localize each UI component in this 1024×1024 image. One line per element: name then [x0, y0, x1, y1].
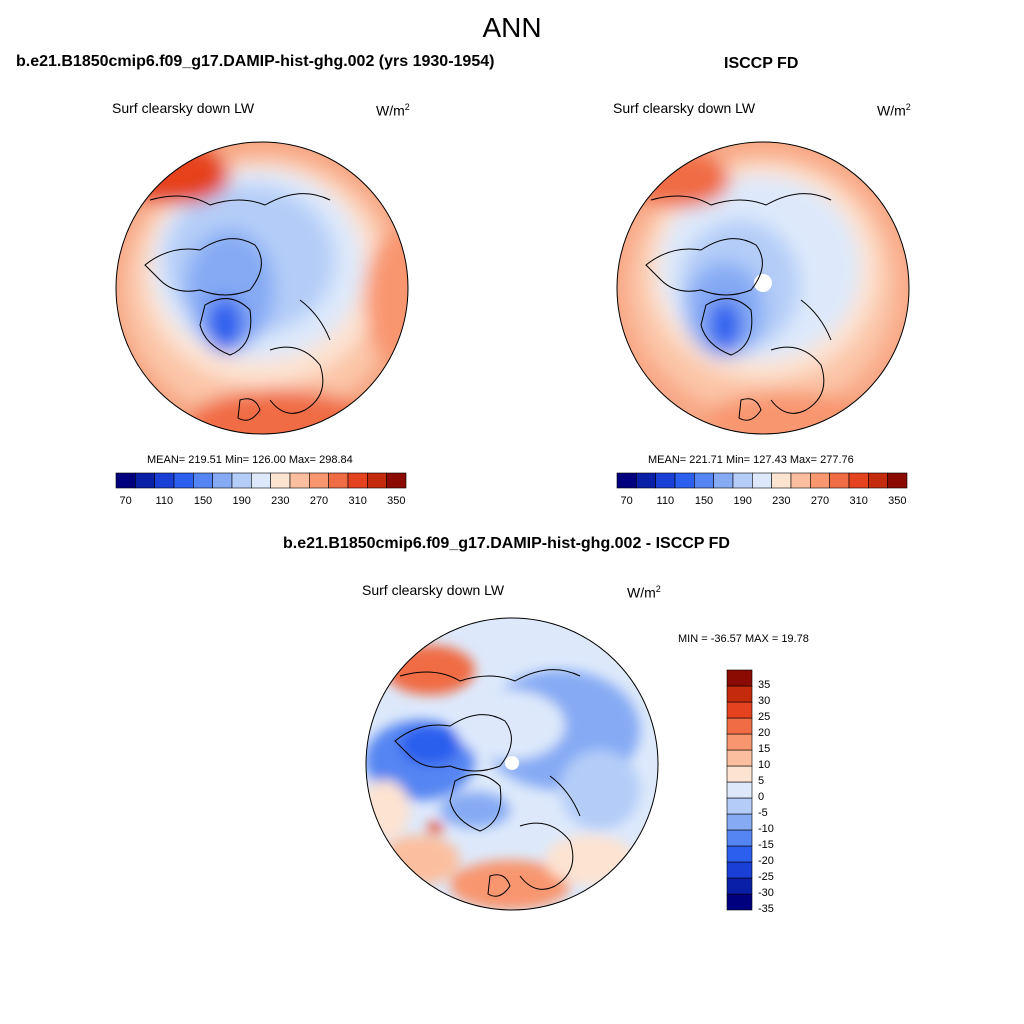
diff-colorbar-swatch [726, 685, 753, 703]
diff-colorbar-swatch [726, 877, 753, 895]
model-stats: MEAN= 219.51 Min= 126.00 Max= 298.84 [147, 454, 353, 466]
diff-colorbar-tick-label: 15 [758, 743, 771, 755]
diff-colorbar-swatch [726, 829, 753, 847]
figure-title: ANN [482, 12, 542, 43]
obs-colorbar-tick-label: 70 [620, 495, 633, 507]
model-colorbar-tick-label: 150 [193, 495, 213, 507]
model-colorbar-tick-label: 190 [232, 495, 251, 507]
model-colorbar-tick-label: 70 [119, 495, 132, 507]
diff-colorbar-swatch [726, 733, 753, 751]
diff-colorbar-swatch [726, 813, 753, 831]
diff-colorbar [726, 669, 753, 911]
obs-variable-label: Surf clearsky down LW [613, 100, 756, 116]
model-colorbar-tick-label: 310 [348, 495, 367, 507]
diff-colorbar-swatch [726, 797, 753, 815]
diff-colorbar-tick-label: 10 [758, 759, 771, 771]
obs-panel-title: ISCCP FD [724, 55, 799, 72]
obs-colorbar-tick-label: 150 [694, 495, 714, 507]
diff-colorbar-swatch [726, 749, 753, 767]
model-colorbar-swatch [386, 472, 407, 489]
diff-stats: MIN = -36.57 MAX = 19.78 [678, 633, 809, 645]
model-colorbar-ticks: 70 110 150 190 230 270 310 350 [116, 495, 406, 509]
diff-colorbar-ticks: 35 30 25 20 15 10 5 0 -5 -10 -15 -20 -25 -30 -35 [758, 670, 798, 915]
diff-colorbar-tick-label: 25 [758, 711, 771, 723]
diff-colorbar-tick-label: -20 [758, 855, 774, 867]
model-colorbar [115, 472, 407, 489]
model-panel-title: b.e21.B1850cmip6.f09_g17.DAMIP-hist-ghg.… [16, 53, 495, 70]
obs-colorbar-tick-label: 310 [849, 495, 868, 507]
diff-colorbar-swatch [726, 765, 753, 783]
diff-colorbar-swatch [726, 781, 753, 799]
diff-colorbar-swatch [726, 893, 753, 911]
diff-colorbar-tick-label: 30 [758, 695, 771, 707]
diff-units: W/m2 [627, 584, 661, 601]
diff-colorbar-tick-label: -15 [758, 839, 774, 851]
diff-colorbar-tick-label: 35 [758, 679, 771, 691]
diff-colorbar-tick-label: -30 [758, 887, 774, 899]
model-colorbar-tick-label: 350 [387, 495, 406, 507]
model-colorbar-tick-label: 110 [155, 495, 174, 507]
obs-units: W/m2 [877, 102, 911, 119]
obs-colorbar [616, 472, 908, 489]
model-colorbar-tick-label: 230 [271, 495, 290, 507]
obs-colorbar-ticks: 70 110 150 190 230 270 310 350 [617, 495, 907, 509]
diff-colorbar-tick-label: 5 [758, 775, 765, 787]
diff-colorbar-tick-label: -35 [758, 903, 774, 915]
model-units: W/m2 [376, 102, 410, 119]
obs-colorbar-tick-label: 270 [810, 495, 830, 507]
diff-colorbar-swatch [726, 861, 753, 879]
model-variable-label: Surf clearsky down LW [112, 100, 255, 116]
diff-colorbar-swatch [726, 845, 753, 863]
diff-colorbar-tick-label: -5 [758, 807, 768, 819]
diff-colorbar-swatch [726, 701, 753, 719]
diff-colorbar-tick-label: -10 [758, 823, 774, 835]
obs-colorbar-tick-label: 190 [733, 495, 752, 507]
diff-panel-title: b.e21.B1850cmip6.f09_g17.DAMIP-hist-ghg.… [283, 535, 730, 552]
diff-variable-label: Surf clearsky down LW [362, 582, 505, 598]
diff-colorbar-swatch [726, 669, 753, 687]
obs-stats: MEAN= 221.71 Min= 127.43 Max= 277.76 [648, 454, 854, 466]
diff-colorbar-tick-label: -25 [758, 871, 774, 883]
diff-colorbar-tick-label: 0 [758, 791, 765, 803]
diff-colorbar-swatch [726, 717, 753, 735]
diff-colorbar-tick-label: 20 [758, 727, 771, 739]
obs-colorbar-tick-label: 110 [656, 495, 675, 507]
obs-colorbar-swatch [887, 472, 908, 489]
obs-colorbar-tick-label: 350 [888, 495, 907, 507]
obs-colorbar-tick-label: 230 [772, 495, 791, 507]
model-colorbar-tick-label: 270 [309, 495, 329, 507]
